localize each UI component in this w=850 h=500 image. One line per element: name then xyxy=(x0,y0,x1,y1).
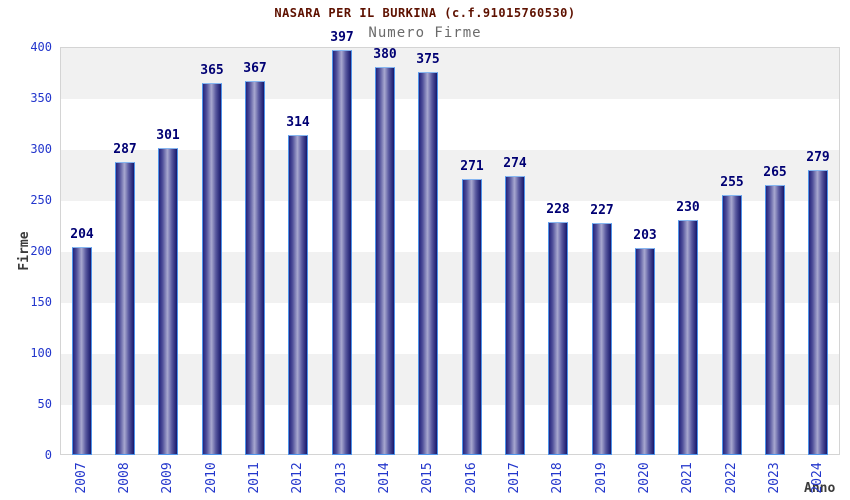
bar-value-label: 228 xyxy=(546,202,570,217)
bar-2021 xyxy=(678,220,698,455)
x-tick-label: 2023 xyxy=(767,462,782,494)
x-tick-label: 2022 xyxy=(724,462,739,494)
y-tick-label: 300 xyxy=(30,142,52,156)
bar-value-label: 380 xyxy=(373,47,397,62)
bar-value-label: 255 xyxy=(720,175,744,190)
bar-2024 xyxy=(808,170,828,455)
x-tick-label: 2008 xyxy=(117,462,132,494)
plot-area xyxy=(60,47,840,455)
bar-2023 xyxy=(765,185,785,455)
bar-2014 xyxy=(375,67,395,455)
y-tick-label: 400 xyxy=(30,40,52,54)
bar-2010 xyxy=(202,83,222,455)
y-tick-label: 200 xyxy=(30,244,52,258)
bar-2013 xyxy=(332,50,352,455)
x-tick-label: 2014 xyxy=(377,462,392,494)
x-tick-label: 2007 xyxy=(74,462,89,494)
bar-value-label: 367 xyxy=(243,61,267,76)
x-tick-label: 2015 xyxy=(420,462,435,494)
x-tick-label: 2010 xyxy=(204,462,219,494)
bar-value-label: 314 xyxy=(286,115,310,130)
x-tick-label: 2011 xyxy=(247,462,262,494)
bar-value-label: 265 xyxy=(763,165,787,180)
bar-2015 xyxy=(418,72,438,455)
x-tick-label: 2019 xyxy=(594,462,609,494)
bar-2017 xyxy=(505,176,525,455)
bar-2022 xyxy=(722,195,742,455)
bar-value-label: 375 xyxy=(416,52,440,67)
bar-value-label: 397 xyxy=(330,30,354,45)
y-tick-label: 350 xyxy=(30,91,52,105)
bar-value-label: 274 xyxy=(503,156,527,171)
bar-2018 xyxy=(548,222,568,455)
x-tick-label: 2024 xyxy=(810,462,825,494)
chart-title: NASARA PER IL BURKINA (c.f.91015760530) xyxy=(274,6,576,20)
x-tick-label: 2017 xyxy=(507,462,522,494)
bar-value-label: 301 xyxy=(156,128,180,143)
chart-subtitle: Numero Firme xyxy=(368,25,482,41)
bar-2009 xyxy=(158,148,178,455)
y-tick-label: 100 xyxy=(30,346,52,360)
bar-2020 xyxy=(635,248,655,455)
y-tick-label: 150 xyxy=(30,295,52,309)
bar-value-label: 287 xyxy=(113,142,137,157)
x-tick-label: 2020 xyxy=(637,462,652,494)
bar-2016 xyxy=(462,179,482,455)
bar-value-label: 271 xyxy=(460,159,484,174)
bar-value-label: 365 xyxy=(200,63,224,78)
x-tick-label: 2021 xyxy=(680,462,695,494)
bar-value-label: 230 xyxy=(676,200,700,215)
x-tick-label: 2013 xyxy=(334,462,349,494)
bar-value-label: 227 xyxy=(590,203,614,218)
x-tick-label: 2009 xyxy=(160,462,175,494)
bar-2019 xyxy=(592,223,612,455)
y-tick-label: 50 xyxy=(37,397,52,411)
bar-2011 xyxy=(245,81,265,455)
x-tick-label: 2012 xyxy=(290,462,305,494)
bar-2008 xyxy=(115,162,135,455)
y-tick-label: 250 xyxy=(30,193,52,207)
bar-2007 xyxy=(72,247,92,455)
bar-value-label: 279 xyxy=(806,150,830,165)
bar-value-label: 204 xyxy=(70,227,94,242)
bar-2012 xyxy=(288,135,308,455)
x-tick-label: 2016 xyxy=(464,462,479,494)
bar-value-label: 203 xyxy=(633,228,657,243)
x-tick-label: 2018 xyxy=(550,462,565,494)
x-axis-title: Anno xyxy=(804,481,836,496)
y-tick-label: 0 xyxy=(44,448,52,462)
